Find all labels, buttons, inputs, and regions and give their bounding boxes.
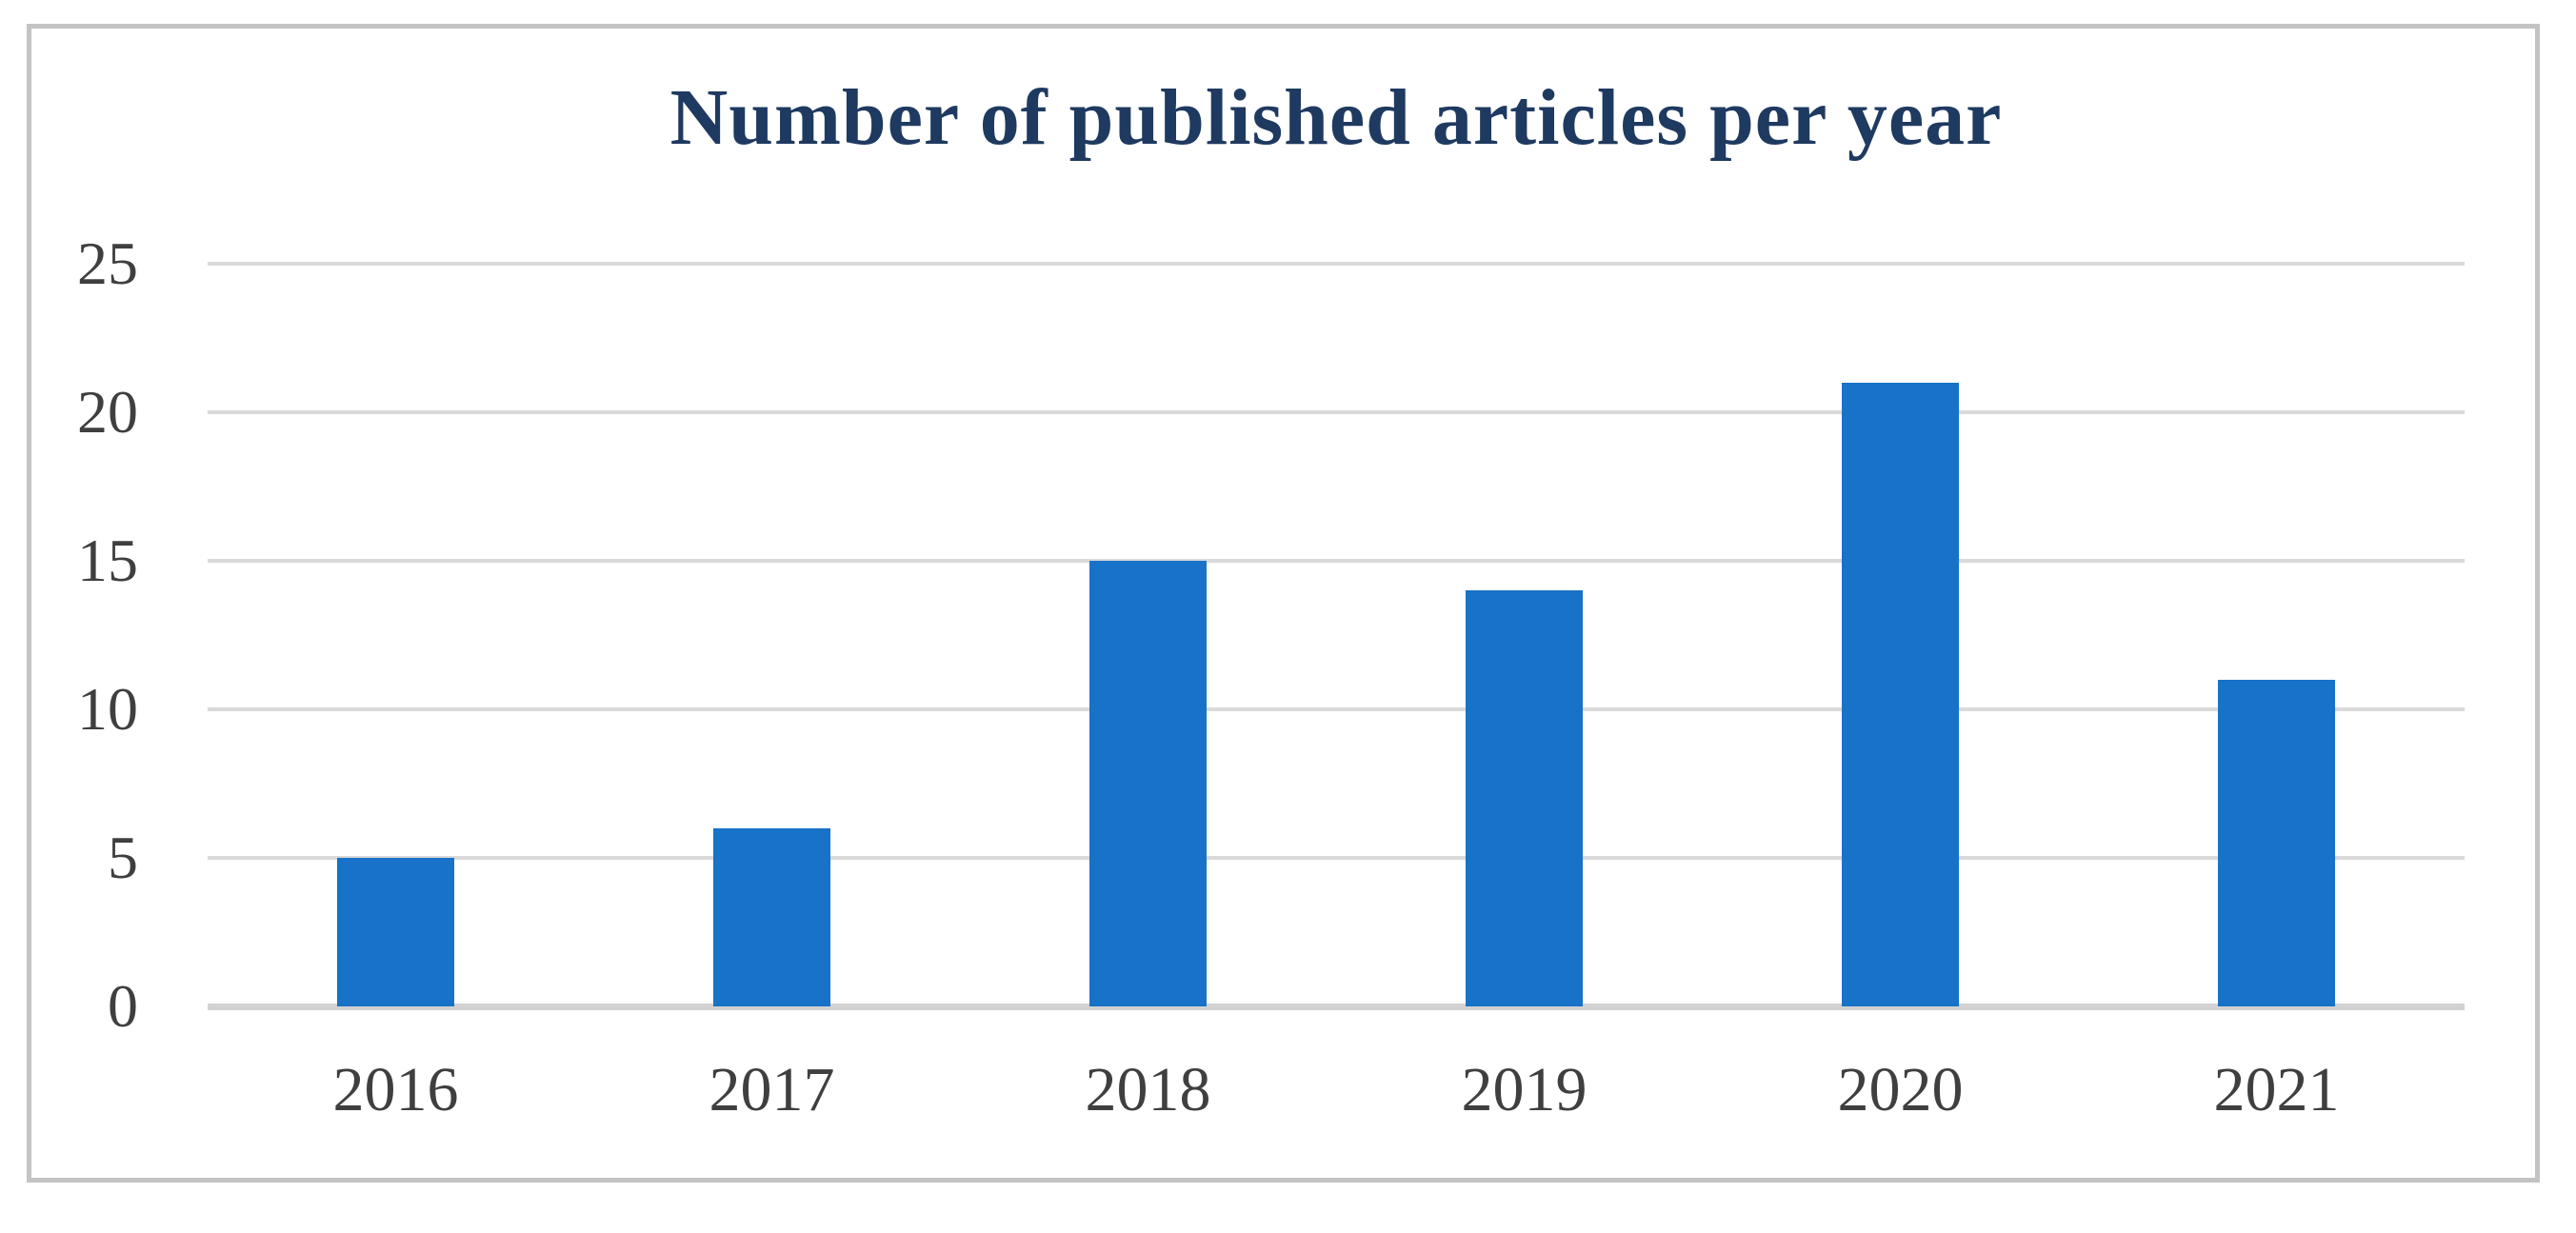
bar-2016 <box>337 858 454 1006</box>
gridline-y-5 <box>208 856 2465 860</box>
y-tick-label-15: 15 <box>77 527 138 594</box>
bar-2020 <box>1842 382 1959 1006</box>
x-tick-label-2019: 2019 <box>1461 1055 1588 1124</box>
y-tick-label-0: 0 <box>108 972 138 1040</box>
bar-2019 <box>1466 590 1583 1006</box>
chart-border-frame <box>27 24 2540 1183</box>
y-tick-label-5: 5 <box>108 824 138 891</box>
x-axis-line <box>208 1004 2465 1010</box>
y-tick-label-20: 20 <box>77 378 138 446</box>
gridline-y-20 <box>208 410 2465 414</box>
gridline-y-25 <box>208 262 2465 266</box>
gridline-y-15 <box>208 559 2465 563</box>
gridline-y-10 <box>208 707 2465 711</box>
bar-2017 <box>713 827 830 1006</box>
chart-title: Number of published articles per year <box>669 73 2003 162</box>
y-tick-label-25: 25 <box>77 229 138 297</box>
bar-2021 <box>2218 679 2335 1006</box>
x-tick-label-2018: 2018 <box>1085 1055 1211 1124</box>
y-tick-label-10: 10 <box>77 675 138 743</box>
x-tick-label-2016: 2016 <box>332 1055 459 1124</box>
bar-2018 <box>1089 561 1207 1006</box>
x-tick-label-2021: 2021 <box>2213 1055 2340 1124</box>
x-tick-label-2017: 2017 <box>709 1055 835 1124</box>
x-tick-label-2020: 2020 <box>1837 1055 1964 1124</box>
